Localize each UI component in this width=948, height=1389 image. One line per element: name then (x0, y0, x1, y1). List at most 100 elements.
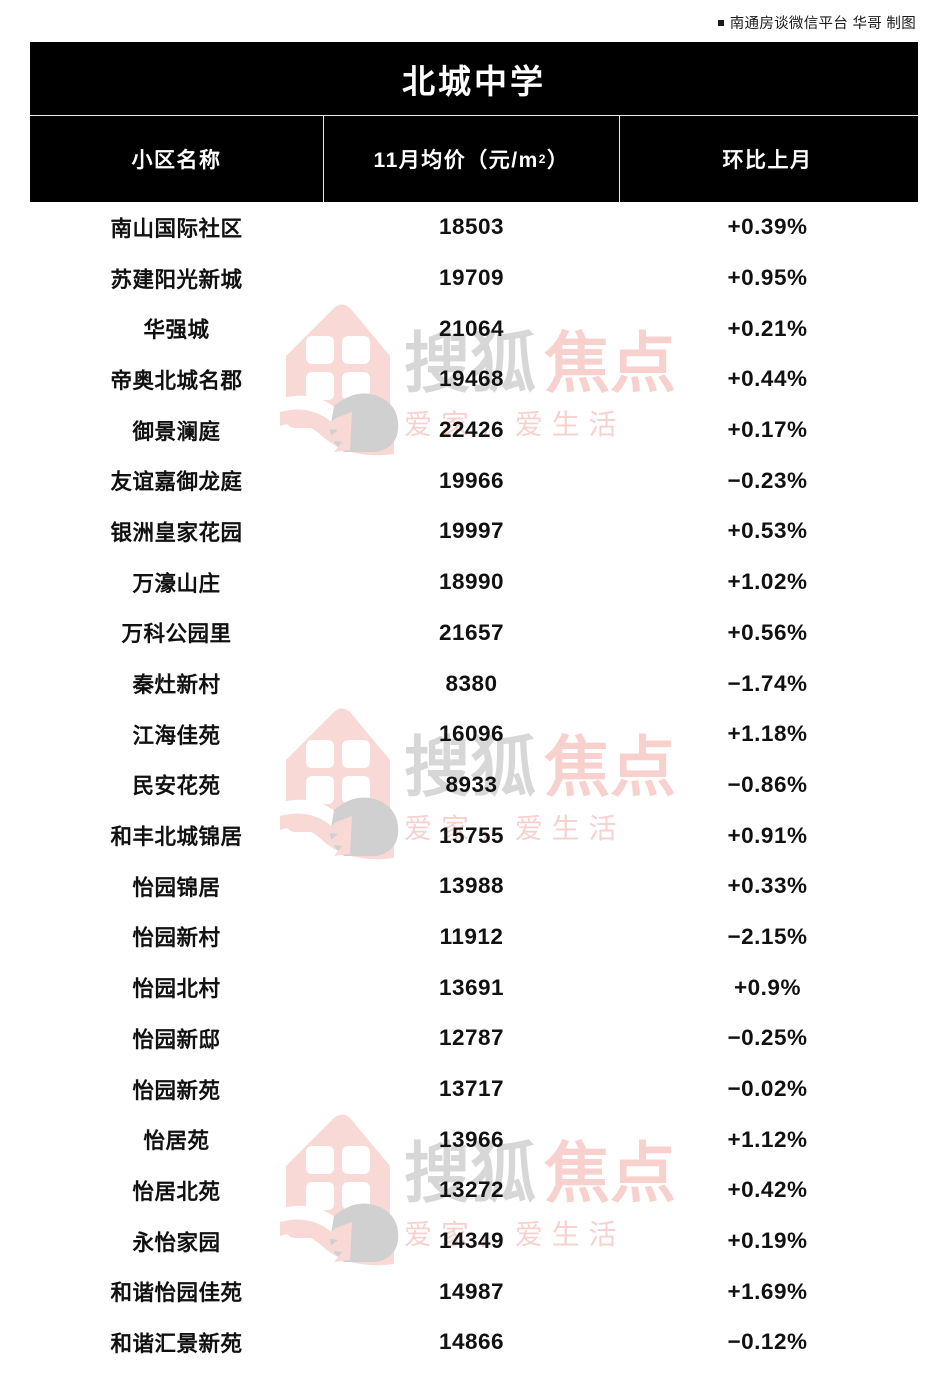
column-header-price-prefix: 11月均价（元/m (373, 149, 539, 172)
cell-month-over-month: −0.25% (727, 1025, 808, 1051)
cell-community-name: 银洲皇家花园 (110, 520, 243, 545)
table-row: 银洲皇家花园 19997 +0.53% (30, 506, 918, 557)
cell-community-name: 怡园北村 (132, 977, 221, 1002)
cell-month-over-month: +0.91% (727, 822, 808, 848)
table-row: 华强城 21064 +0.21% (30, 303, 918, 354)
cell-average-price: 19468 (438, 366, 505, 392)
cell-community-name: 永怡家园 (132, 1230, 221, 1255)
table-column-header-row: 小区名称 11月均价（元/m 2） 环比上月 (30, 116, 918, 202)
cell-average-price: 11912 (439, 923, 504, 949)
table-row: 御景澜庭 22426 +0.17% (30, 405, 918, 456)
cell-community-name: 和谐汇景新苑 (110, 1331, 243, 1356)
table-row: 怡园新邸 12787 −0.25% (30, 1013, 918, 1064)
table-row: 和丰北城锦居 15755 +0.91% (30, 810, 918, 861)
cell-community-name: 秦灶新村 (132, 673, 221, 698)
cell-community-name: 和谐怡园佳苑 (110, 1281, 243, 1306)
cell-average-price: 18503 (438, 214, 505, 240)
table-row: 和谐怡园佳苑 14987 +1.69% (30, 1266, 918, 1317)
cell-average-price: 8380 (445, 670, 498, 696)
cell-month-over-month: −2.15% (727, 923, 808, 949)
table-row: 怡园锦居 13988 +0.33% (30, 861, 918, 912)
column-header-price-suffix: ） (546, 149, 570, 172)
cell-average-price: 13988 (438, 873, 505, 899)
cell-month-over-month: −0.86% (727, 771, 808, 797)
cell-community-name: 怡园新村 (132, 926, 221, 951)
cell-community-name: 友谊嘉御龙庭 (110, 470, 243, 495)
table-row: 南山国际社区 18503 +0.39% (30, 202, 918, 253)
table-row: 怡园新村 11912 −2.15% (30, 912, 918, 963)
cell-average-price: 13717 (438, 1076, 505, 1102)
column-header-mom: 环比上月 (722, 149, 813, 172)
cell-community-name: 怡园锦居 (132, 875, 221, 900)
cell-month-over-month: +1.69% (727, 1278, 808, 1304)
cell-community-name: 南山国际社区 (110, 216, 243, 241)
cell-month-over-month: +0.17% (727, 417, 808, 443)
cell-average-price: 19966 (438, 467, 505, 493)
cell-month-over-month: +1.18% (727, 721, 808, 747)
cell-community-name: 和丰北城锦居 (110, 825, 243, 850)
cell-average-price: 15755 (438, 822, 505, 848)
table-row: 怡园北村 13691 +0.9% (30, 962, 918, 1013)
cell-community-name: 江海佳苑 (132, 723, 221, 748)
page-title: 北城中学 (402, 62, 546, 100)
cell-average-price: 14349 (438, 1228, 505, 1254)
cell-community-name: 华强城 (143, 318, 210, 343)
cell-month-over-month: −0.23% (727, 467, 808, 493)
cell-average-price: 19709 (438, 265, 505, 291)
cell-month-over-month: +0.9% (734, 974, 801, 1000)
cell-month-over-month: +0.56% (727, 619, 808, 645)
cell-month-over-month: +0.53% (727, 518, 808, 544)
cell-community-name: 怡园新苑 (132, 1078, 221, 1103)
cell-community-name: 怡居北苑 (132, 1179, 221, 1204)
table-row: 万科公园里 21657 +0.56% (30, 608, 918, 659)
cell-community-name: 御景澜庭 (132, 419, 221, 444)
column-header-name: 小区名称 (131, 149, 222, 172)
cell-average-price: 19997 (438, 518, 505, 544)
square-bullet-icon (717, 19, 724, 26)
column-header-price: 11月均价（元/m 2） (323, 116, 620, 202)
table-row: 秦灶新村 8380 −1.74% (30, 658, 918, 709)
cell-average-price: 14866 (438, 1329, 505, 1355)
cell-month-over-month: +0.21% (727, 315, 808, 341)
credit-caption-text: 南通房谈微信平台 华哥 制图 (729, 16, 916, 32)
cell-community-name: 民安花苑 (132, 774, 221, 799)
table-row: 和谐汇景新苑 14866 −0.12% (30, 1317, 918, 1368)
table-header-block: 北城中学 小区名称 11月均价（元/m 2） 环比上月 (30, 42, 918, 202)
cell-month-over-month: +1.12% (727, 1126, 808, 1152)
cell-average-price: 21657 (438, 619, 505, 645)
table-row: 怡居苑 13966 +1.12% (30, 1114, 918, 1165)
community-price-table: 北城中学 小区名称 11月均价（元/m 2） 环比上月 南山国际社区 18503 +0… (30, 42, 918, 1368)
cell-month-over-month: −0.12% (727, 1329, 808, 1355)
cell-community-name: 怡园新邸 (132, 1027, 221, 1052)
cell-month-over-month: +0.42% (727, 1177, 808, 1203)
cell-average-price: 13691 (438, 974, 505, 1000)
cell-month-over-month: +1.02% (727, 569, 808, 595)
table-row: 苏建阳光新城 19709 +0.95% (30, 253, 918, 304)
credit-caption: 南通房谈微信平台 华哥 制图 (717, 12, 916, 33)
cell-average-price: 13966 (438, 1126, 505, 1152)
cell-month-over-month: −0.02% (727, 1076, 808, 1102)
table-row: 怡园新苑 13717 −0.02% (30, 1064, 918, 1115)
cell-month-over-month: +0.44% (727, 366, 808, 392)
cell-month-over-month: +0.19% (727, 1228, 808, 1254)
cell-community-name: 万科公园里 (121, 622, 232, 647)
cell-average-price: 16096 (438, 721, 505, 747)
cell-month-over-month: −1.74% (727, 670, 808, 696)
cell-month-over-month: +0.33% (727, 873, 808, 899)
cell-community-name: 怡居苑 (143, 1129, 210, 1154)
cell-community-name: 帝奥北城名郡 (110, 368, 243, 393)
table-title-row: 北城中学 (30, 42, 918, 116)
cell-average-price: 13272 (438, 1177, 505, 1203)
cell-community-name: 苏建阳光新城 (110, 267, 243, 292)
cell-average-price: 18990 (438, 569, 505, 595)
table-row: 帝奥北城名郡 19468 +0.44% (30, 354, 918, 405)
table-row: 江海佳苑 16096 +1.18% (30, 709, 918, 760)
table-row: 友谊嘉御龙庭 19966 −0.23% (30, 455, 918, 506)
table-row: 万濠山庄 18990 +1.02% (30, 557, 918, 608)
cell-community-name: 万濠山庄 (132, 571, 221, 596)
table-row: 怡居北苑 13272 +0.42% (30, 1165, 918, 1216)
cell-average-price: 22426 (438, 417, 505, 443)
table-row: 民安花苑 8933 −0.86% (30, 760, 918, 811)
cell-average-price: 21064 (438, 315, 505, 341)
cell-month-over-month: +0.39% (727, 214, 808, 240)
